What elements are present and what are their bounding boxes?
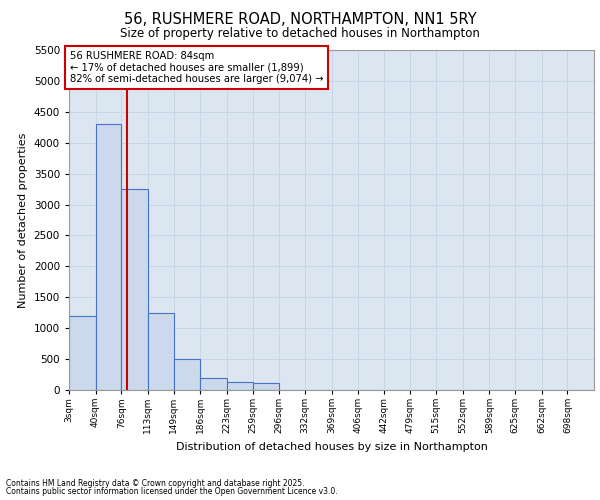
Text: Contains HM Land Registry data © Crown copyright and database right 2025.: Contains HM Land Registry data © Crown c…	[6, 478, 305, 488]
Text: Contains public sector information licensed under the Open Government Licence v3: Contains public sector information licen…	[6, 487, 338, 496]
Bar	[174, 359, 200, 390]
Bar	[200, 378, 227, 390]
Bar	[148, 312, 174, 390]
Bar	[121, 189, 148, 390]
Text: 56 RUSHMERE ROAD: 84sqm
← 17% of detached houses are smaller (1,899)
82% of semi: 56 RUSHMERE ROAD: 84sqm ← 17% of detache…	[70, 51, 323, 84]
Text: Size of property relative to detached houses in Northampton: Size of property relative to detached ho…	[120, 28, 480, 40]
Bar	[227, 382, 253, 390]
Bar	[95, 124, 121, 390]
Text: 56, RUSHMERE ROAD, NORTHAMPTON, NN1 5RY: 56, RUSHMERE ROAD, NORTHAMPTON, NN1 5RY	[124, 12, 476, 28]
Bar	[253, 383, 279, 390]
X-axis label: Distribution of detached houses by size in Northampton: Distribution of detached houses by size …	[176, 442, 487, 452]
Bar	[69, 316, 95, 390]
Y-axis label: Number of detached properties: Number of detached properties	[18, 132, 28, 308]
